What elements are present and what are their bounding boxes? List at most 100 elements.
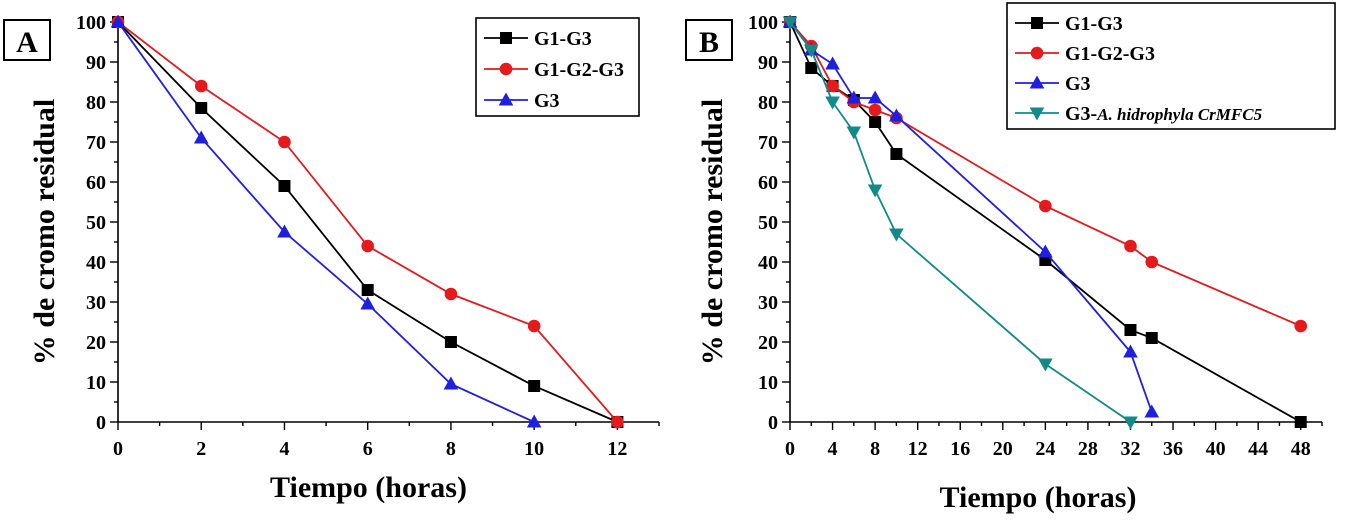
data-point — [1039, 199, 1052, 213]
data-point — [1144, 404, 1160, 418]
data-point — [444, 336, 457, 348]
data-point — [1294, 319, 1308, 333]
x-tick-label: 32 — [1120, 438, 1140, 460]
legend-marker — [1030, 46, 1044, 60]
data-point — [846, 126, 862, 140]
x-tick-label: 48 — [1291, 438, 1311, 460]
y-tick-label: 30 — [758, 292, 778, 314]
y-tick-label: 10 — [758, 372, 778, 394]
series-2 — [110, 14, 542, 428]
legend-item: G1-G3 — [484, 28, 592, 50]
legend-marker — [1029, 107, 1045, 121]
data-point — [611, 415, 624, 429]
x-tick-label: 28 — [1078, 438, 1098, 460]
y-tick-label: 40 — [86, 252, 106, 274]
y-tick-label: 90 — [758, 52, 778, 74]
legend-item: G1-G3 — [1015, 13, 1123, 35]
y-tick-label: 60 — [758, 172, 778, 194]
y-tick-label: 60 — [86, 172, 106, 194]
legend-label: G1-G2-G3 — [534, 59, 624, 81]
data-point — [278, 135, 291, 149]
data-point — [193, 130, 209, 144]
x-axis-title: Tiempo (horas) — [270, 471, 467, 504]
data-point — [527, 319, 541, 333]
data-point — [867, 184, 883, 198]
data-point — [195, 102, 208, 114]
legend-item: G1-G2-G3 — [484, 59, 624, 81]
x-tick-label: 12 — [607, 438, 627, 460]
y-tick-label: 70 — [86, 132, 106, 154]
data-point — [1123, 344, 1138, 358]
legend-marker — [1029, 75, 1045, 89]
legend-label: G3-A. hidrophyla CrMFC5 — [1065, 103, 1263, 125]
data-point — [782, 16, 798, 30]
data-point — [1124, 239, 1137, 253]
data-point — [846, 90, 862, 104]
panel-label: A — [16, 26, 38, 59]
legend-label: G3 — [534, 90, 560, 112]
data-point — [526, 414, 542, 428]
legend: G1-G3 G1-G2-G3 G3 G3-A. hidrophyla CrMFC5 — [1006, 2, 1336, 130]
data-point — [889, 108, 904, 122]
x-tick-label: 8 — [446, 438, 456, 460]
data-point — [1038, 244, 1053, 258]
series-3 — [782, 16, 1138, 430]
data-point — [889, 228, 904, 242]
data-point — [825, 56, 840, 70]
legend-item: G3 — [484, 90, 560, 112]
data-point — [277, 224, 292, 238]
legend-label: G1-G2-G3 — [1065, 43, 1155, 65]
data-point — [444, 287, 458, 301]
y-tick-label: 100 — [76, 12, 106, 34]
x-tick-label: 12 — [908, 438, 928, 460]
data-point — [1123, 416, 1138, 430]
x-tick-label: 4 — [279, 438, 289, 460]
panel-label: B — [699, 26, 719, 59]
data-point — [826, 79, 839, 93]
data-point — [890, 148, 903, 160]
series-0 — [112, 16, 624, 428]
x-axis-title: Tiempo (horas) — [940, 481, 1137, 514]
y-tick-label: 10 — [86, 372, 106, 394]
legend-label: G1-G3 — [534, 28, 592, 50]
series-line — [117, 21, 535, 423]
data-point — [1038, 358, 1053, 372]
chart-panel-a: 0 10 20 30 40 50 60 70 80 90 100 0 2 4 6 8 10 12 Tiempo (h… — [3, 12, 660, 504]
data-point — [868, 103, 882, 117]
x-tick-label: 24 — [1035, 438, 1055, 460]
legend-item: G3-A. hidrophyla CrMFC5 — [1015, 103, 1263, 125]
data-point — [278, 180, 291, 192]
legend-label: G1-G3 — [1065, 13, 1123, 35]
x-tick-label: 10 — [524, 438, 544, 460]
data-point — [361, 284, 374, 296]
data-point — [825, 96, 840, 110]
x-tick-label: 20 — [993, 438, 1013, 460]
legend-label: G3 — [1065, 73, 1091, 95]
y-tick-label: 70 — [758, 132, 778, 154]
data-point — [1145, 332, 1158, 344]
y-tick-label: 40 — [758, 252, 778, 274]
legend-item: G3 — [1015, 73, 1091, 95]
data-point — [361, 239, 374, 253]
legend-item: G1-G2-G3 — [1015, 43, 1155, 65]
data-point — [528, 380, 541, 392]
data-point — [869, 116, 882, 128]
data-point — [803, 44, 819, 58]
x-tick-label: 16 — [950, 438, 970, 460]
y-tick-label: 20 — [86, 332, 106, 354]
x-tick-label: 2 — [196, 438, 206, 460]
x-tick-label: 40 — [1206, 438, 1226, 460]
legend-label-italic: A. hidrophyla CrMFC5 — [1096, 105, 1262, 124]
x-tick-label: 36 — [1163, 438, 1183, 460]
data-point — [867, 90, 883, 104]
x-tick-label: 8 — [870, 438, 880, 460]
data-point — [1145, 255, 1159, 269]
x-tick-label: 4 — [828, 438, 838, 460]
y-tick-label: 0 — [768, 412, 778, 434]
x-tick-label: 6 — [363, 438, 373, 460]
y-tick-label: 100 — [748, 12, 778, 34]
y-tick-label: 50 — [86, 212, 106, 234]
legend-box — [1006, 2, 1336, 130]
y-axis-title: % de cromo residual — [28, 99, 61, 365]
